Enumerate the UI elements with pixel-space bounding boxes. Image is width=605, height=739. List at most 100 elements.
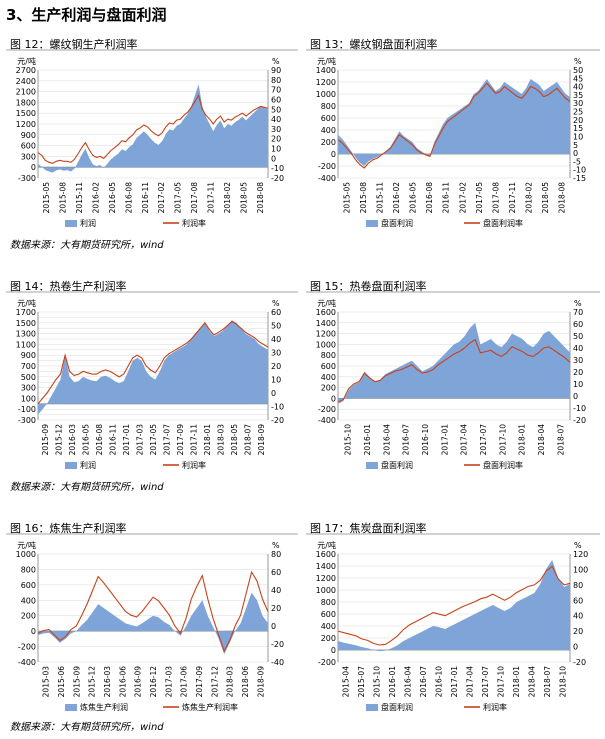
y-tick-right: 50 <box>271 322 281 331</box>
y-tick-left: -200 <box>18 643 36 652</box>
x-tick: 2016-01 <box>388 666 397 698</box>
chart-panel-17: 图 17：焦炭盘面利润率 元/吨% -200 0 200 400 600 800 1000 12… <box>306 520 600 715</box>
y-tick-left: 1000 <box>316 586 336 595</box>
legend-label: 利润 <box>80 460 96 470</box>
y-tick-left: 0 <box>331 150 336 159</box>
y-tick-right: -20 <box>271 640 284 649</box>
chart-panel-13: 图 13：螺纹钢盘面利润率 元/吨% -400 -200 0 200 400 600 800 1… <box>306 36 600 231</box>
x-tick: 2017-01 <box>440 424 449 456</box>
x-tick: 2018-06 <box>241 666 250 698</box>
x-tick: 2016-05 <box>81 424 90 456</box>
x-tick: 2015-11 <box>75 182 84 214</box>
x-tick: 2016-03 <box>68 424 77 456</box>
chart-title: 图 16：炼焦生产利润率 <box>10 522 127 535</box>
y-tick-right: 100 <box>573 565 588 574</box>
y-tick-left: 400 <box>321 373 336 382</box>
x-tick: 2017-08 <box>190 182 199 214</box>
y-tick-left: 200 <box>321 384 336 393</box>
y-tick-left: 500 <box>21 373 36 382</box>
y-tick-right: 60 <box>573 320 583 329</box>
y-unit-right: % <box>574 299 582 308</box>
source-note: 数据来源：大有期货研究所，wind <box>10 482 164 493</box>
y-tick-right: 10 <box>271 376 281 385</box>
y-tick-right: -5 <box>573 157 581 166</box>
y-tick-right: -10 <box>573 166 586 175</box>
y-tick-left: 400 <box>321 126 336 135</box>
y-tick-left: -400 <box>318 416 336 425</box>
y-tick-right: 90 <box>271 66 281 75</box>
chart-title: 图 13：螺纹钢盘面利润率 <box>310 38 438 51</box>
x-tick: 2016-02 <box>92 182 101 214</box>
y-tick-right: 35 <box>573 91 583 100</box>
x-tick: 2016-08 <box>124 182 133 214</box>
y-tick-left: 2400 <box>16 77 36 86</box>
y-tick-right: 40 <box>573 83 583 92</box>
x-tick: 2017-05 <box>174 182 183 214</box>
chart-12: 元/吨 %-30003006009001200150018002100240027… <box>6 49 298 228</box>
x-tick: 2016-05 <box>108 182 117 214</box>
x-tick: 2016-08 <box>425 182 434 214</box>
source-note: 数据来源：大有期货研究所，wind <box>10 240 164 251</box>
y-tick-left: 800 <box>321 351 336 360</box>
y-tick-right: 25 <box>573 108 583 117</box>
y-tick-left: 1700 <box>16 308 36 317</box>
x-tick: 2016-06 <box>118 666 127 698</box>
y-tick-left: 0 <box>31 627 36 636</box>
x-tick: 2017-11 <box>207 182 216 214</box>
y-tick-left: 1400 <box>316 66 336 75</box>
y-tick-right: 20 <box>271 135 281 144</box>
x-tick: 2017-12 <box>210 666 219 698</box>
y-tick-left: 600 <box>321 362 336 371</box>
y-tick-right: 5 <box>573 141 578 150</box>
y-tick-right: 70 <box>271 86 281 95</box>
legend-swatch-area <box>366 220 378 227</box>
y-tick-right: 10 <box>271 145 281 154</box>
y-tick-left: -200 <box>318 658 336 667</box>
x-tick: 2017-07 <box>479 424 488 456</box>
x-tick: 2018-07 <box>244 424 253 456</box>
y-tick-right: -20 <box>573 658 586 667</box>
y-tick-right: 10 <box>573 132 583 141</box>
y-tick-left: 1400 <box>316 562 336 571</box>
y-tick-left: 1400 <box>316 319 336 328</box>
y-tick-right: 20 <box>573 368 583 377</box>
x-tick: 2015-10 <box>344 424 353 456</box>
legend-swatch-area <box>65 704 77 711</box>
y-tick-left: 600 <box>321 610 336 619</box>
x-tick: 2016-03 <box>103 666 112 698</box>
y-unit-left: 元/吨 <box>17 56 36 66</box>
y-unit-right: % <box>574 57 582 66</box>
chart-panel-15: 图 15：热卷盘面利润率 元/吨% -400 -200 0 200 400 600 800 10… <box>306 278 600 473</box>
x-tick: 2016-08 <box>95 424 104 456</box>
y-tick-left: -200 <box>318 405 336 414</box>
y-tick-right: -20 <box>271 174 284 183</box>
y-tick-left: 1600 <box>316 550 336 559</box>
x-tick: 2015-03 <box>42 666 51 698</box>
series-area-盘面利润 <box>338 560 570 652</box>
y-tick-left: 600 <box>21 142 36 151</box>
x-tick: 2018-04 <box>527 666 536 698</box>
x-tick: 2016-07 <box>419 666 428 698</box>
y-tick-left: -100 <box>18 405 36 414</box>
x-tick: 2018-10 <box>558 666 567 698</box>
x-tick: 2018-07 <box>556 424 565 456</box>
chart-13: 元/吨 %-400-2000200400600800100012001400-15… <box>306 49 600 228</box>
series-line-利润率 <box>37 94 269 164</box>
y-tick-left: 1500 <box>16 319 36 328</box>
x-tick: 2017-02 <box>157 182 166 214</box>
legend-label: 炼焦生产利润 <box>80 702 128 712</box>
x-tick: 2018-07 <box>543 666 552 698</box>
y-tick-right: 60 <box>573 596 583 605</box>
legend-swatch-area <box>366 704 378 711</box>
y-tick-left: 1200 <box>316 330 336 339</box>
y-tick-left: 1300 <box>16 330 36 339</box>
x-tick: 2018-01 <box>203 424 212 456</box>
series-line-利润率 <box>37 320 269 405</box>
section-title: 3、生产利润与盘面利润 <box>6 6 167 24</box>
x-tick: 2017-01 <box>122 424 131 456</box>
x-tick: 2016-09 <box>134 666 143 698</box>
x-tick: 2015-04 <box>342 666 351 698</box>
y-tick-left: 300 <box>21 384 36 393</box>
x-tick: 2016-07 <box>402 424 411 456</box>
series-line-盘面利润率 <box>337 82 571 169</box>
